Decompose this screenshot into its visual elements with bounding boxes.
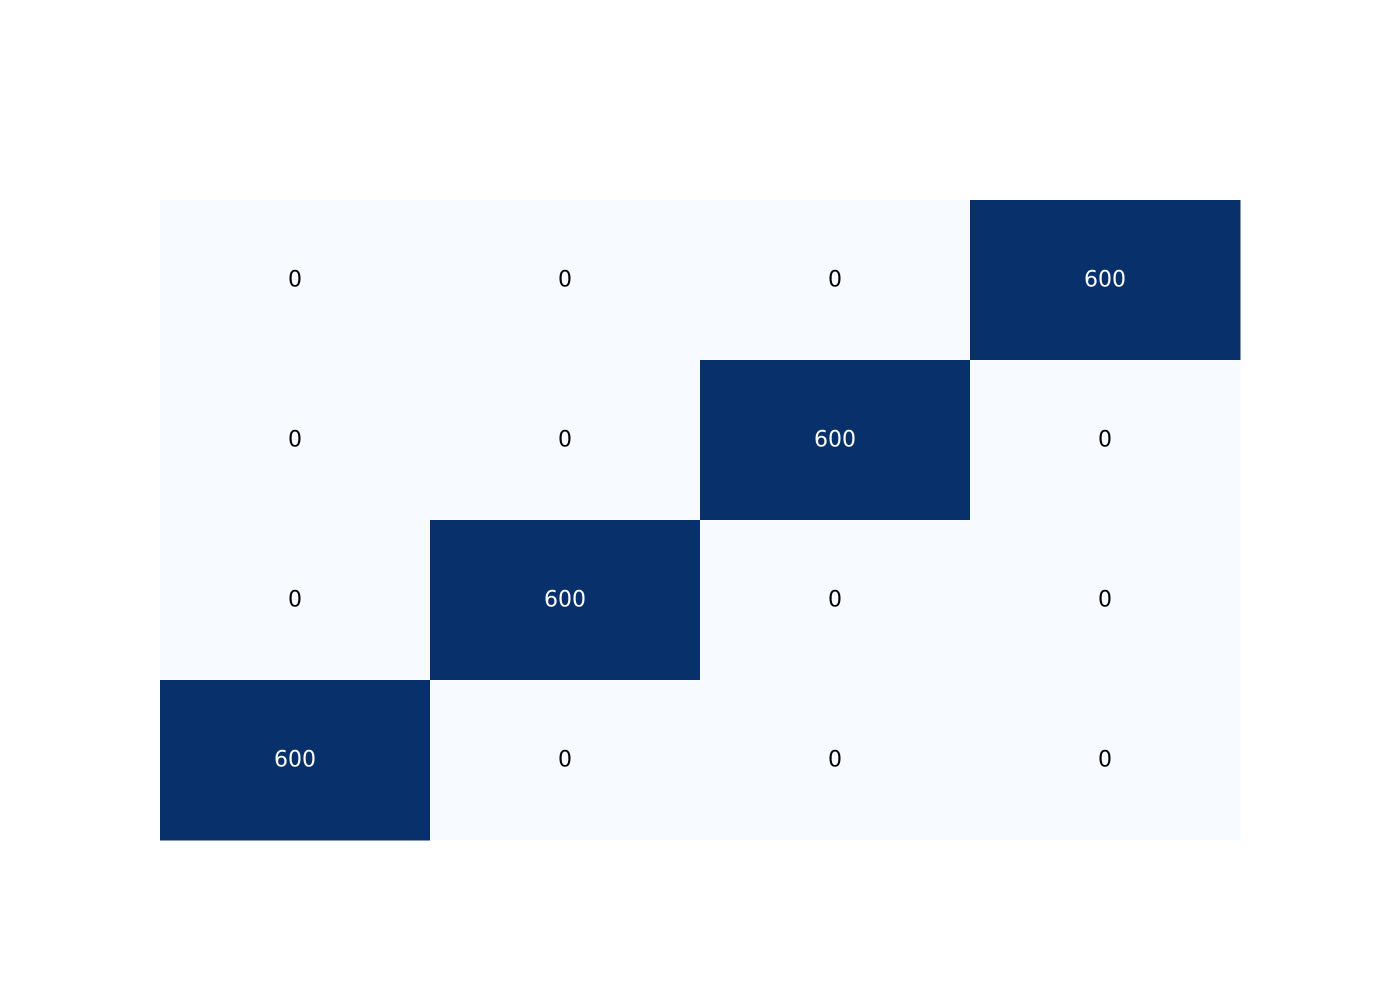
- heatmap-cell-r3-c1: [430, 680, 701, 841]
- cell-value-label-r2-c2: 0: [828, 588, 842, 613]
- cell-value-label-r0-c3: 600: [1084, 268, 1126, 293]
- heatmap-cell-r3-c2: [700, 680, 971, 841]
- heatmap-cell-r0-c3: [970, 200, 1241, 361]
- cell-value-label-r1-c1: 0: [558, 428, 572, 453]
- cell-value-label-r0-c1: 0: [558, 268, 572, 293]
- cell-value-label-r1-c0: 0: [288, 428, 302, 453]
- heatmap-cell-r1-c0: [160, 360, 431, 521]
- heatmap-cell-r1-c2: [700, 360, 971, 521]
- heatmap-cell-r2-c2: [700, 520, 971, 681]
- heatmap-cells: [160, 200, 1241, 841]
- heatmap-cell-r0-c0: [160, 200, 431, 361]
- cell-value-label-r0-c2: 0: [828, 268, 842, 293]
- heatmap-cell-r3-c3: [970, 680, 1241, 841]
- heatmap-cell-r0-c1: [430, 200, 701, 361]
- heatmap-cell-r1-c3: [970, 360, 1241, 521]
- heatmap-cell-r2-c1: [430, 520, 701, 681]
- cell-value-label-r3-c1: 0: [558, 748, 572, 773]
- cell-value-label-r2-c0: 0: [288, 588, 302, 613]
- cell-value-label-r0-c0: 0: [288, 268, 302, 293]
- cell-value-label-r1-c2: 600: [814, 428, 856, 453]
- heatmap-cell-r2-c0: [160, 520, 431, 681]
- heatmap-cell-r2-c3: [970, 520, 1241, 681]
- heatmap-value-labels: 0 0 0 600 0 0 600 0 0 600 0 0 600 0 0 0: [274, 268, 1126, 773]
- cell-value-label-r3-c3: 0: [1098, 748, 1112, 773]
- heatmap-cell-r0-c2: [700, 200, 971, 361]
- cell-value-label-r2-c1: 600: [544, 588, 586, 613]
- cell-value-label-r1-c3: 0: [1098, 428, 1112, 453]
- cell-value-label-r2-c3: 0: [1098, 588, 1112, 613]
- heatmap-cell-r1-c1: [430, 360, 701, 521]
- cell-value-label-r3-c2: 0: [828, 748, 842, 773]
- cell-value-label-r3-c0: 600: [274, 748, 316, 773]
- heatmap-cell-r3-c0: [160, 680, 431, 841]
